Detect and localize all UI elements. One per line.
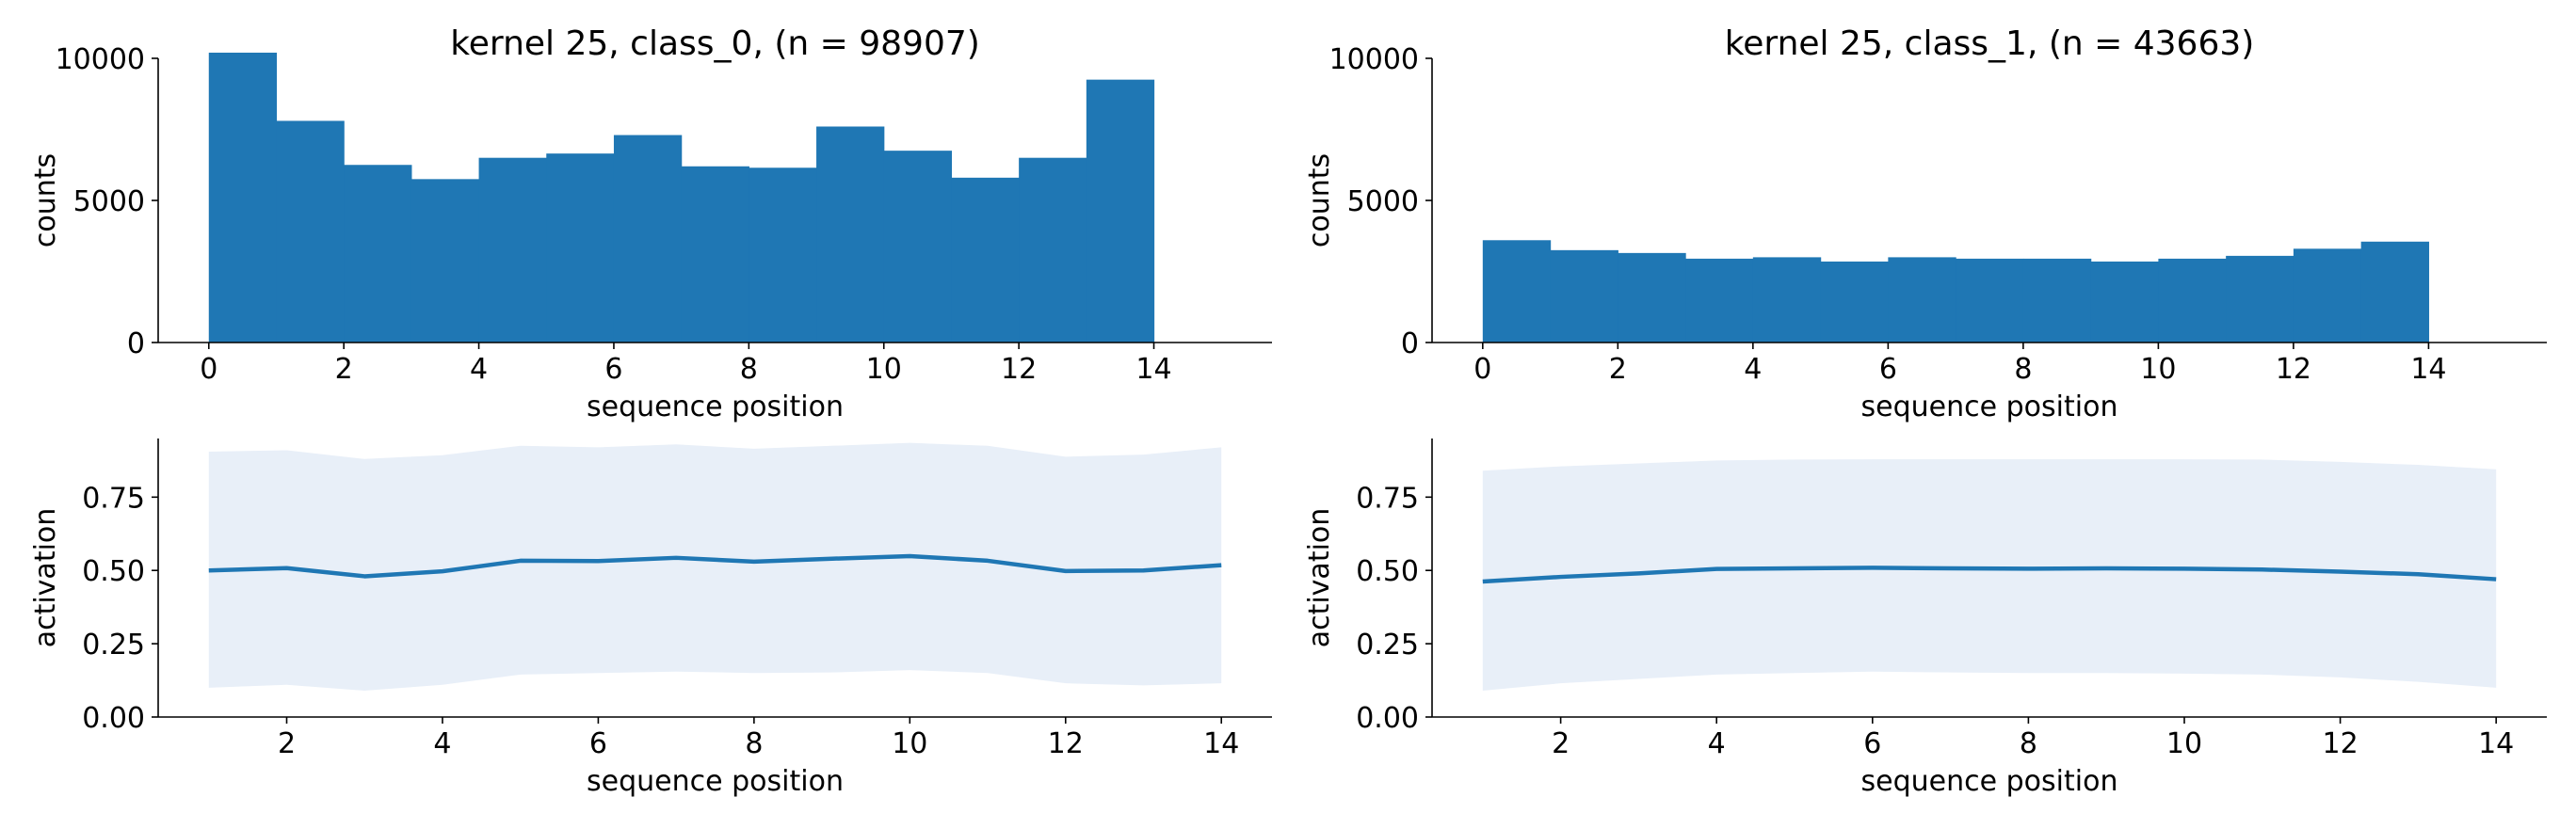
histogram-bar [1685, 258, 1754, 343]
x-tick-label: 2 [335, 353, 353, 386]
x-axis-label: sequence position [587, 391, 844, 423]
y-axis-label: activation [1303, 508, 1336, 648]
histogram-bar [883, 151, 953, 343]
mean-line [208, 553, 1222, 579]
x-tick-label: 14 [1135, 353, 1171, 386]
x-tick-label: 8 [740, 353, 758, 386]
histogram-bar [2158, 258, 2227, 343]
histogram-bar [2090, 261, 2159, 343]
histogram-bar [411, 179, 480, 343]
chart-1: kernel 25, class_1, (n = 43663) 0 2 4 6 8 10 12… [1303, 24, 2547, 423]
y-tick-label: 0 [127, 327, 145, 360]
y-tick-label: 10000 [56, 43, 145, 76]
x-tick-label: 4 [1744, 353, 1762, 386]
histogram-bar [749, 167, 817, 343]
x-axis-label: sequence position [587, 765, 844, 798]
histogram-bar [1820, 261, 1889, 343]
x-tick-label: 14 [2410, 353, 2446, 386]
std-band [1482, 459, 2497, 691]
histogram-bar [344, 165, 412, 343]
x-axis-label: sequence position [1861, 391, 2118, 423]
histogram-bar [2360, 241, 2430, 343]
chart-3: 2 4 6 8 10 12 14 0.00 0.25 0.50 0.75 sequence posit… [1303, 438, 2547, 798]
histogram-bar [2293, 248, 2362, 343]
histogram-bar [613, 135, 683, 343]
histogram-bar [276, 120, 345, 343]
x-tick-label: 2 [278, 727, 296, 760]
y-tick-label: 0.75 [1356, 482, 1419, 515]
histogram-bar [1956, 258, 2024, 343]
x-tick-label: 10 [2140, 353, 2176, 386]
x-tick-label: 8 [2014, 353, 2032, 386]
chart-0: kernel 25, class_0, (n = 98907) 0 2 4 6 8 10 12… [29, 24, 1272, 423]
x-axis-label: sequence position [1861, 765, 2118, 798]
x-tick-label: 12 [1001, 353, 1037, 386]
histogram-bar [681, 166, 749, 343]
x-tick-label: 10 [892, 727, 927, 760]
histogram-bar [208, 52, 278, 343]
y-tick-label: 0.50 [1356, 555, 1419, 588]
histogram-bar [1618, 252, 1686, 343]
y-tick-label: 0.75 [82, 482, 145, 515]
x-tick-label: 12 [2322, 727, 2358, 760]
histogram-bar [1019, 157, 1087, 343]
y-tick-label: 0.25 [1356, 629, 1419, 662]
y-tick-label: 5000 [73, 185, 145, 218]
x-tick-label: 10 [866, 353, 902, 386]
histogram-bar [478, 157, 547, 343]
mean-line [1482, 566, 2497, 584]
histogram-bar [546, 153, 615, 343]
chart-title: kernel 25, class_0, (n = 98907) [450, 24, 980, 63]
chart-2: 2 4 6 8 10 12 14 0.00 0.25 0.50 0.75 sequence posit… [29, 438, 1272, 798]
x-tick-label: 14 [1203, 727, 1239, 760]
histogram-bar [1550, 249, 1618, 343]
x-tick-label: 8 [2020, 727, 2037, 760]
x-tick-label: 10 [2166, 727, 2202, 760]
x-tick-label: 6 [1863, 727, 1881, 760]
x-tick-label: 6 [589, 727, 607, 760]
x-tick-label: 0 [1473, 353, 1491, 386]
histogram-bar [1086, 79, 1155, 343]
y-tick-label: 0.50 [82, 555, 145, 588]
x-tick-label: 2 [1609, 353, 1627, 386]
x-tick-label: 12 [2276, 353, 2311, 386]
x-tick-label: 0 [200, 353, 217, 386]
x-tick-label: 6 [1879, 353, 1897, 386]
y-tick-label: 0.25 [82, 629, 145, 662]
histogram-bar [2022, 258, 2092, 343]
x-tick-label: 14 [2478, 727, 2514, 760]
y-tick-label: 10000 [1329, 43, 1419, 76]
x-tick-label: 4 [470, 353, 488, 386]
y-axis-label: counts [1303, 153, 1336, 247]
x-tick-label: 12 [1048, 727, 1084, 760]
x-tick-label: 8 [745, 727, 763, 760]
x-tick-label: 4 [1708, 727, 1726, 760]
y-tick-label: 5000 [1347, 185, 1419, 218]
x-tick-label: 4 [433, 727, 451, 760]
histogram-bar [2226, 255, 2294, 343]
y-tick-label: 0.00 [82, 702, 145, 735]
std-band [208, 442, 1222, 691]
y-tick-label: 0.00 [1356, 702, 1419, 735]
histogram-bar [1482, 240, 1552, 343]
histogram-bar [1888, 257, 1956, 343]
y-axis-label: counts [29, 153, 62, 247]
x-tick-label: 6 [604, 353, 622, 386]
x-tick-label: 2 [1552, 727, 1570, 760]
histogram-bar [1752, 257, 1822, 343]
histogram-bar [951, 177, 1020, 343]
chart-title: kernel 25, class_1, (n = 43663) [1725, 24, 2255, 63]
y-axis-label: activation [29, 508, 62, 648]
histogram-bar [816, 126, 885, 343]
y-tick-label: 0 [1401, 327, 1419, 360]
